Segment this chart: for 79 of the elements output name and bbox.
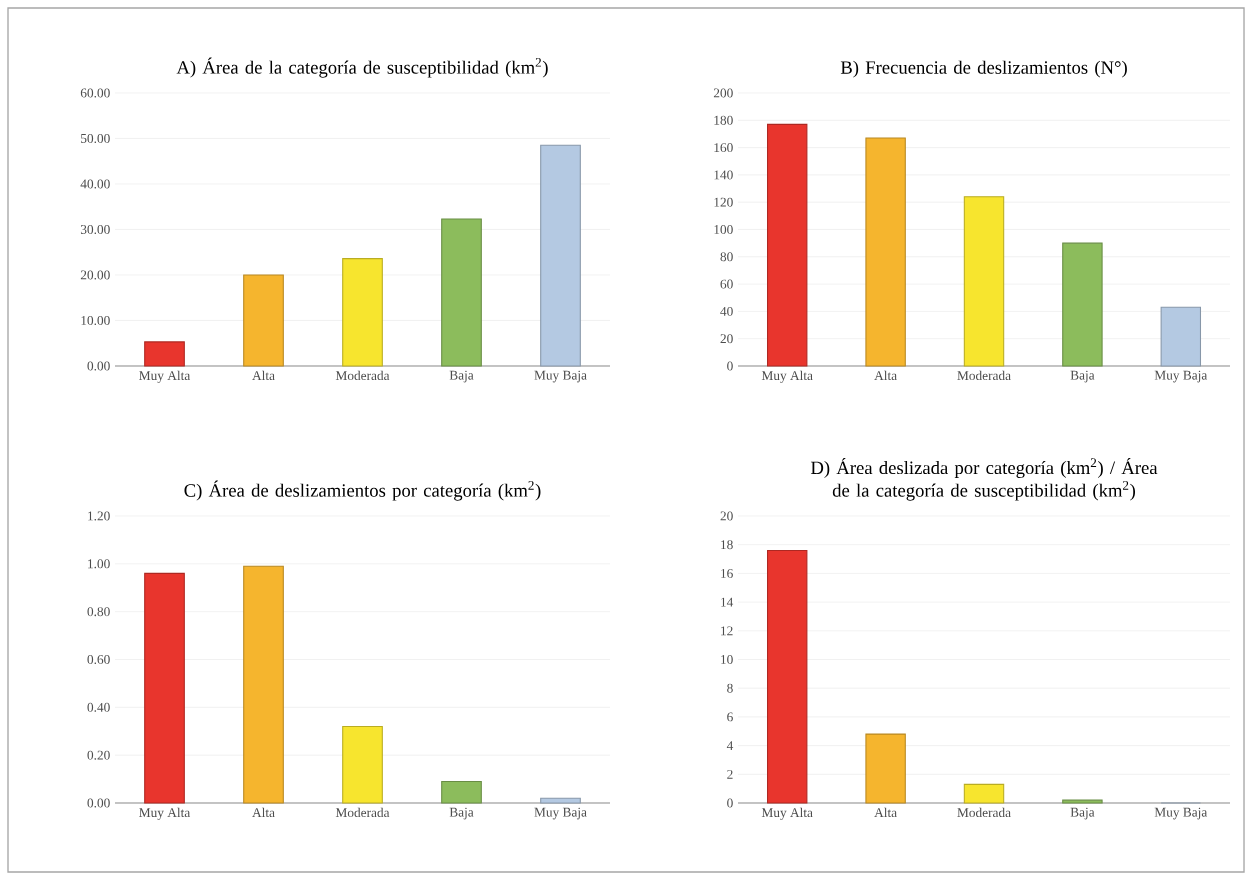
- bar: [342, 258, 383, 367]
- y-tick-label: 20.00: [80, 270, 110, 280]
- y-tick-label: 40.00: [80, 179, 110, 189]
- x-tick-label: Alta: [252, 807, 275, 818]
- y-tick-label: 0: [727, 798, 733, 808]
- x-tick-label: Muy Baja: [534, 807, 587, 820]
- x-tick-label: Baja: [1070, 807, 1095, 820]
- y-tick-label: 50.00: [81, 133, 110, 144]
- y-tick-label: 16: [721, 568, 733, 578]
- y-tick-label: 120: [714, 197, 733, 207]
- y-tick-label: 12: [721, 626, 733, 636]
- bar: [540, 797, 581, 804]
- bar: [144, 341, 185, 367]
- x-tick-label: Muy Alta: [761, 370, 813, 383]
- y-tick-label: 30.00: [80, 224, 110, 235]
- y-tick-label: 14: [721, 597, 734, 607]
- x-tick-label: Alta: [252, 370, 275, 381]
- y-tick-label: 20: [720, 334, 733, 344]
- x-tick-label: Baja: [449, 807, 474, 820]
- x-tick-label: Baja: [449, 370, 474, 383]
- x-tick-label: Alta: [874, 807, 897, 818]
- x-tick-label: Moderada: [335, 807, 390, 818]
- y-tick-label: 20: [720, 511, 733, 521]
- y-tick-label: 1.20: [88, 511, 110, 521]
- y-tick-label: 60: [720, 279, 733, 289]
- y-tick-label: 0.20: [87, 750, 110, 760]
- bar: [766, 123, 808, 367]
- y-tick-label: 8: [727, 683, 733, 693]
- y-tick-label: 0.00: [87, 361, 110, 371]
- y-tick-label: 0.80: [87, 607, 110, 617]
- y-tick-label: 4: [726, 741, 734, 750]
- y-tick-label: 10.00: [81, 315, 110, 326]
- y-tick-label: 18: [721, 540, 733, 550]
- bar: [144, 572, 185, 804]
- bar: [342, 725, 383, 804]
- chart-title: B) Frecuencia de deslizamientos (N°): [840, 60, 1127, 78]
- x-tick-label: Moderada: [957, 807, 1011, 818]
- x-tick-label: Muy Baja: [1154, 370, 1208, 383]
- y-tick-label: 40: [720, 306, 733, 316]
- x-tick-label: Baja: [1070, 370, 1095, 383]
- y-tick-label: 0.40: [87, 702, 110, 712]
- x-tick-label: Muy Baja: [1154, 807, 1208, 820]
- x-tick-label: Alta: [874, 370, 897, 381]
- y-tick-label: 180: [714, 115, 733, 125]
- bar: [1160, 306, 1202, 367]
- y-tick-label: 1.00: [88, 559, 110, 569]
- y-tick-label: 2: [727, 769, 733, 779]
- x-tick-label: Moderada: [335, 370, 390, 381]
- bar: [441, 218, 482, 367]
- bar: [1062, 799, 1103, 804]
- chart-title: D) Área deslizada por categoría (km$^{2}$) / Área de la categoría de susceptibilidad (km$^{2}$): [810, 457, 1158, 501]
- y-tick-label: 160: [714, 143, 733, 153]
- y-tick-label: 0.60: [87, 654, 110, 665]
- y-tick-label: 0: [727, 361, 733, 371]
- y-tick-label: 0.00: [87, 798, 110, 808]
- y-tick-label: 80: [720, 252, 733, 262]
- x-tick-label: Muy Baja: [534, 370, 587, 383]
- bar: [963, 196, 1005, 367]
- bar: [540, 144, 581, 367]
- y-tick-label: 6: [727, 712, 733, 722]
- bar: [243, 274, 284, 367]
- y-tick-label: 200: [713, 88, 733, 98]
- bar: [243, 565, 284, 804]
- bar: [766, 549, 808, 804]
- x-tick-label: Moderada: [957, 370, 1011, 381]
- bar: [865, 137, 906, 367]
- y-tick-label: 140: [714, 170, 733, 180]
- bar: [865, 733, 906, 804]
- chart-title: C) Área de deslizamientos por categoría (km$^{2}$): [184, 480, 541, 501]
- bar: [963, 783, 1005, 804]
- x-tick-label: Muy Alta: [761, 807, 813, 820]
- chart-title: A) Área de la categoría de susceptibilidad (km$^{2}$): [176, 57, 548, 78]
- y-tick-label: 100: [714, 225, 733, 234]
- bar: [1062, 242, 1103, 367]
- x-tick-label: Muy Alta: [139, 807, 191, 820]
- x-tick-label: Muy Alta: [139, 370, 191, 383]
- bar: [441, 780, 482, 804]
- y-tick-label: 60.00: [80, 88, 110, 98]
- y-tick-label: 10: [721, 655, 733, 664]
